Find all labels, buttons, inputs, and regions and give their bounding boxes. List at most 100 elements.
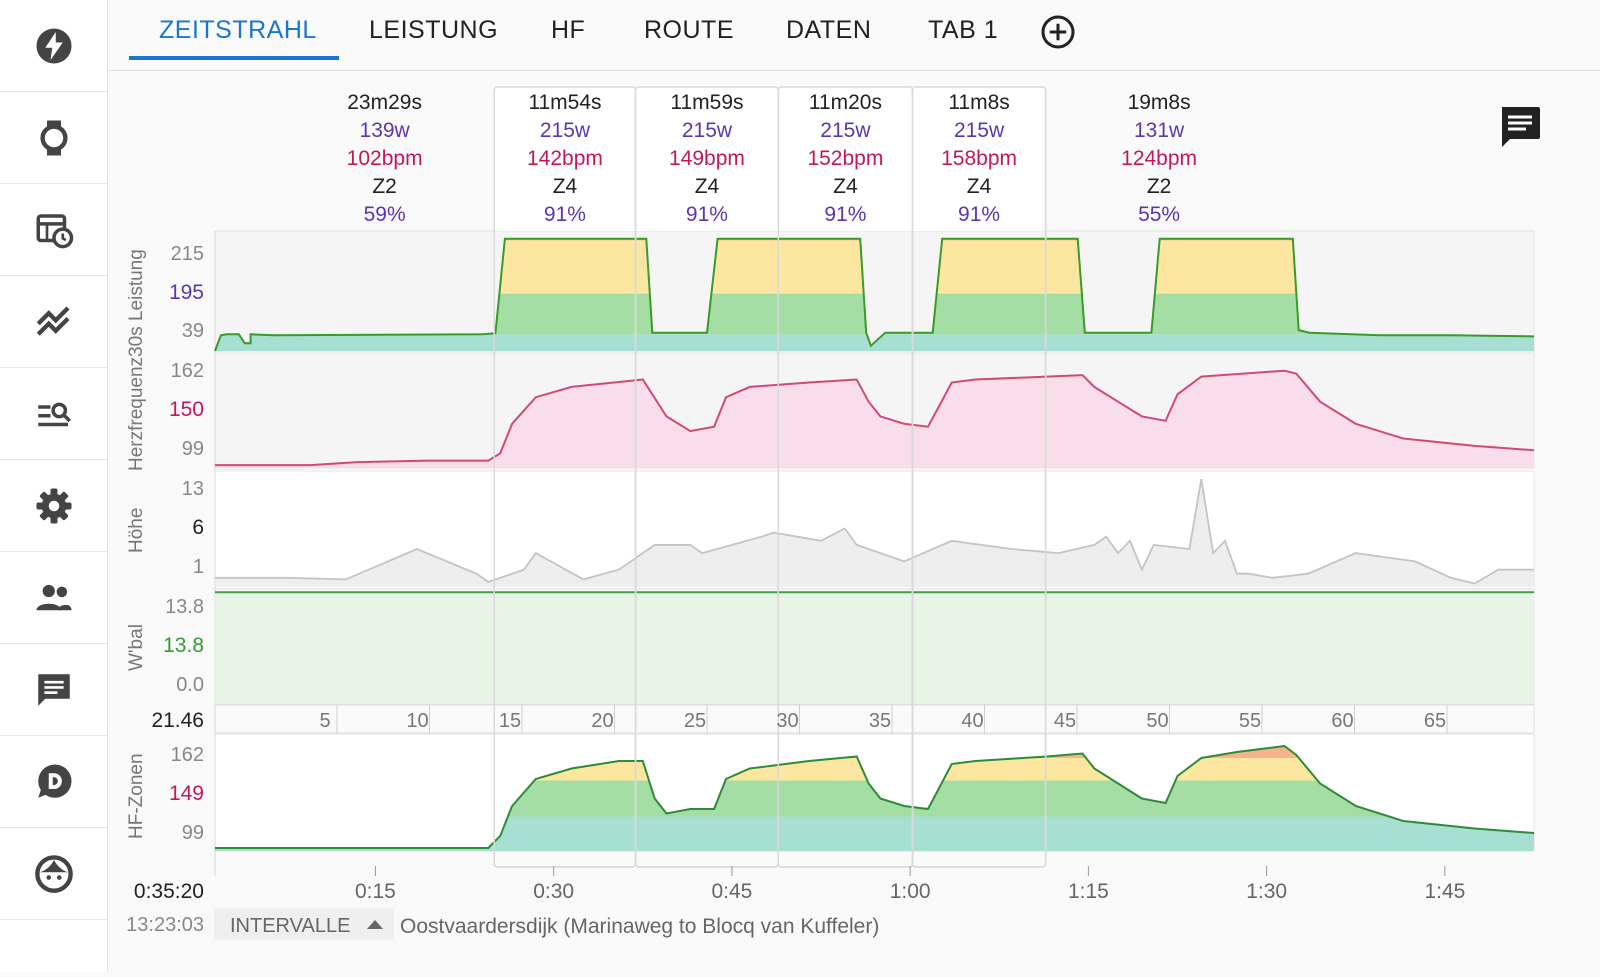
interval-border	[911, 86, 1047, 868]
sidebar-item-profile[interactable]	[0, 828, 107, 920]
time-tick-label: 1:45	[1424, 880, 1465, 903]
interval-duration: 11m20s	[809, 91, 882, 114]
distance-axis-strip	[214, 704, 1535, 734]
timeline-chart-area: 23m29s 139w 102bpm Z2 59% 11m54s 215w 142bpm Z4 9…	[108, 71, 1600, 972]
interval-label-bg	[635, 87, 779, 231]
interval-percent: 91%	[686, 203, 728, 226]
sidebar-item-search[interactable]	[0, 368, 107, 460]
bolt-icon	[36, 28, 71, 63]
interval-duration: 11m8s	[948, 91, 1009, 114]
time-tick-label: 0:15	[355, 880, 396, 903]
sidebar	[0, 0, 108, 972]
interval-percent: 91%	[544, 203, 586, 226]
sidebar-item-people[interactable]	[0, 552, 107, 644]
tab-zeitstrahl[interactable]: ZEITSTRAHL	[159, 16, 317, 44]
sidebar-item-watch[interactable]	[0, 92, 107, 184]
interval-hr: 158bpm	[941, 147, 1017, 170]
tab-route[interactable]: ROUTE	[644, 16, 734, 44]
wbal-axis-label: W'bal	[126, 624, 147, 671]
time-tick-label: 0:45	[711, 880, 752, 903]
sidebar-item-activity[interactable]	[0, 0, 107, 92]
gear-icon	[36, 488, 71, 523]
interval-duration: 11m59s	[670, 91, 743, 114]
power-tick-top: 215	[171, 243, 204, 265]
trend-icon	[36, 305, 70, 336]
interval-hr: 142bpm	[527, 147, 603, 170]
interval-label-bg	[912, 87, 1046, 231]
distance-current: 21.46	[151, 709, 204, 732]
tab-tab1[interactable]: TAB 1	[928, 16, 999, 44]
add-tab-icon[interactable]	[1040, 14, 1076, 50]
tab-hf[interactable]: HF	[551, 16, 586, 44]
panel-bg-power	[214, 230, 1535, 352]
power-tick-bottom: 39	[182, 320, 204, 342]
caret-up-icon[interactable]	[367, 920, 383, 929]
distance-tick-label: 40	[961, 710, 983, 732]
wbal-area	[215, 592, 1534, 704]
hr-line	[215, 369, 1535, 467]
interval-hr: 124bpm	[1121, 147, 1197, 170]
timeline-chart[interactable]: 23m29s 139w 102bpm Z2 59% 11m54s 215w 142bpm Z4 9…	[108, 71, 1600, 972]
distance-tick-label: 45	[1054, 710, 1076, 732]
distance-tick-label: 15	[499, 710, 521, 732]
distance-tick-label: 5	[319, 710, 330, 732]
distance-tick-label: 55	[1239, 710, 1261, 732]
tab-leistung[interactable]: LEISTUNG	[369, 16, 499, 44]
intervals-button-bg	[214, 908, 394, 940]
hr-tick-mid: 150	[169, 398, 204, 421]
interval-percent: 91%	[958, 203, 1000, 226]
interval-percent: 91%	[824, 203, 866, 226]
distance-tick-label: 65	[1424, 710, 1446, 732]
interval-power: 215w	[820, 119, 871, 142]
altitude-line	[215, 479, 1534, 585]
watch-icon	[39, 120, 68, 155]
distance-tick-label: 30	[776, 710, 798, 732]
hr-zones-line	[215, 744, 1535, 849]
time-tick-label: 0:30	[533, 880, 574, 903]
filter-search-icon	[37, 402, 71, 426]
comments-icon[interactable]	[1502, 107, 1540, 147]
interval-hr: 149bpm	[669, 147, 745, 170]
sidebar-item-disqus[interactable]	[0, 736, 107, 828]
distance-tick-label: 20	[591, 710, 613, 732]
interval-hr: 152bpm	[807, 147, 883, 170]
altitude-axis-label: Höhe	[126, 508, 147, 553]
sidebar-item-settings[interactable]	[0, 460, 107, 552]
sidebar-item-calendar[interactable]	[0, 184, 107, 276]
hrzones-tick-bottom: 99	[182, 822, 204, 844]
interval-percent: 55%	[1138, 203, 1180, 226]
interval-zone: Z4	[695, 175, 720, 198]
tab-bar: ZEITSTRAHL LEISTUNG HF ROUTE DATEN TAB 1	[108, 0, 1600, 71]
sidebar-item-trends[interactable]	[0, 276, 107, 368]
hrzones-tick-top: 162	[171, 744, 204, 766]
interval-power: 215w	[682, 119, 733, 142]
interval-zone: Z2	[1147, 175, 1172, 198]
power-axis-label: Herzfrequenz30s Leistung	[126, 249, 147, 471]
interval-label-bg	[778, 87, 913, 231]
altitude-tick-bottom: 1	[193, 556, 204, 578]
time-tick-label: 1:30	[1246, 880, 1287, 903]
sidebar-item-chat[interactable]	[0, 644, 107, 736]
hrzones-axis-label: HF-Zonen	[126, 753, 147, 839]
tab-daten[interactable]: DATEN	[786, 16, 872, 44]
altitude-tick-top: 13	[182, 478, 204, 500]
distance-tick-label: 60	[1331, 710, 1353, 732]
wbal-tick-top: 13.8	[165, 596, 204, 618]
segment-name[interactable]: Oostvaardersdijk (Marinaweg to Blocq van…	[400, 915, 879, 938]
interval-power: 139w	[360, 119, 411, 142]
distance-tick-label: 25	[684, 710, 706, 732]
interval-power: 215w	[954, 119, 1005, 142]
intervals-toggle[interactable]: INTERVALLE	[230, 915, 350, 937]
interval-power: 131w	[1134, 119, 1185, 142]
interval-zone: Z4	[553, 175, 578, 198]
hr-tick-bottom: 99	[182, 438, 204, 460]
interval-zone: Z4	[833, 175, 858, 198]
time-tick-label: 1:00	[890, 880, 931, 903]
interval-zone: Z4	[967, 175, 992, 198]
altitude-tick-mid: 6	[192, 516, 204, 539]
disqus-icon	[37, 764, 71, 798]
distance-tick-label: 50	[1146, 710, 1168, 732]
people-icon	[36, 584, 71, 610]
altitude-area	[215, 479, 1534, 586]
interval-hr: 102bpm	[347, 147, 423, 170]
